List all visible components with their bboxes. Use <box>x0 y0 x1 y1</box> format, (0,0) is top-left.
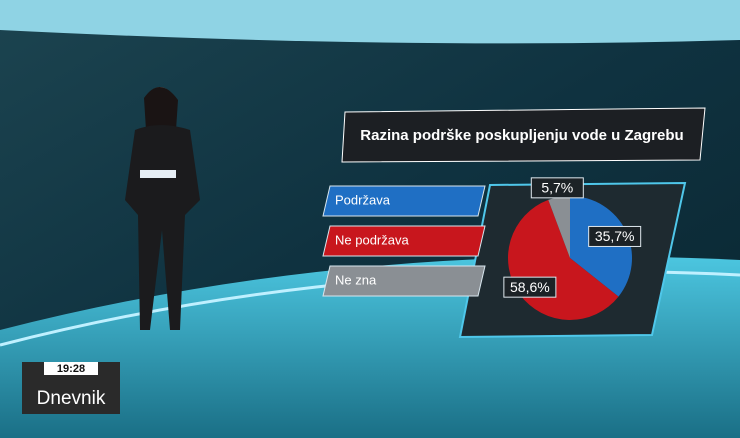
value-label-box <box>588 225 642 247</box>
legend-swatch <box>322 185 486 217</box>
chart-title: Razina podrške poskupljenju vode u Zagre… <box>360 127 683 144</box>
ceiling <box>0 0 740 44</box>
value-label: 5,7% <box>541 180 573 196</box>
legend-label: Ne podržava <box>335 232 409 247</box>
legend-swatch <box>322 225 486 257</box>
value-label: 35,7% <box>595 228 635 244</box>
value-label: 58,6% <box>510 279 550 295</box>
pie-slice <box>548 196 570 258</box>
clock: 19:28 <box>57 363 85 375</box>
presenter <box>125 86 200 330</box>
show-name: Dnevnik <box>37 388 106 409</box>
bug: 19:28 Dnevnik <box>22 362 120 414</box>
value-label-box <box>530 177 584 199</box>
legend-label: Podržava <box>335 192 391 207</box>
value-label-box <box>503 276 557 298</box>
title-panel: Razina podrške poskupljenju vode u Zagre… <box>341 107 706 163</box>
pie: 35,7% 58,6% 5,7% <box>503 177 642 321</box>
legend-swatch <box>322 265 486 297</box>
legend-label: Ne zna <box>335 272 377 287</box>
legend: Podržava Ne podržava Ne zna <box>322 185 486 297</box>
